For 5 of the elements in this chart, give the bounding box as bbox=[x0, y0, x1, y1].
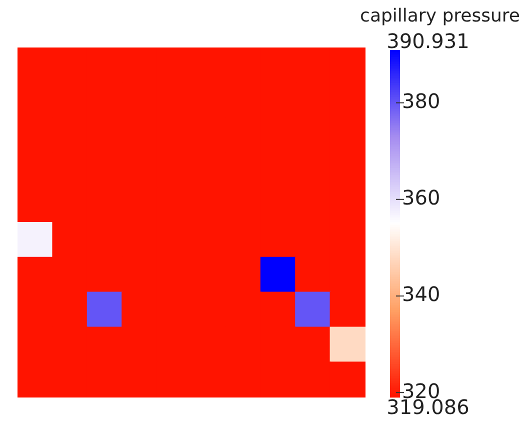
color-bar-label: 360 bbox=[402, 186, 440, 210]
color-bar-title: capillary pressure bbox=[360, 6, 520, 27]
color-bar-label: 380 bbox=[402, 89, 440, 113]
color-bar-label: 340 bbox=[402, 282, 440, 306]
text: 390.931 bbox=[386, 29, 470, 54]
